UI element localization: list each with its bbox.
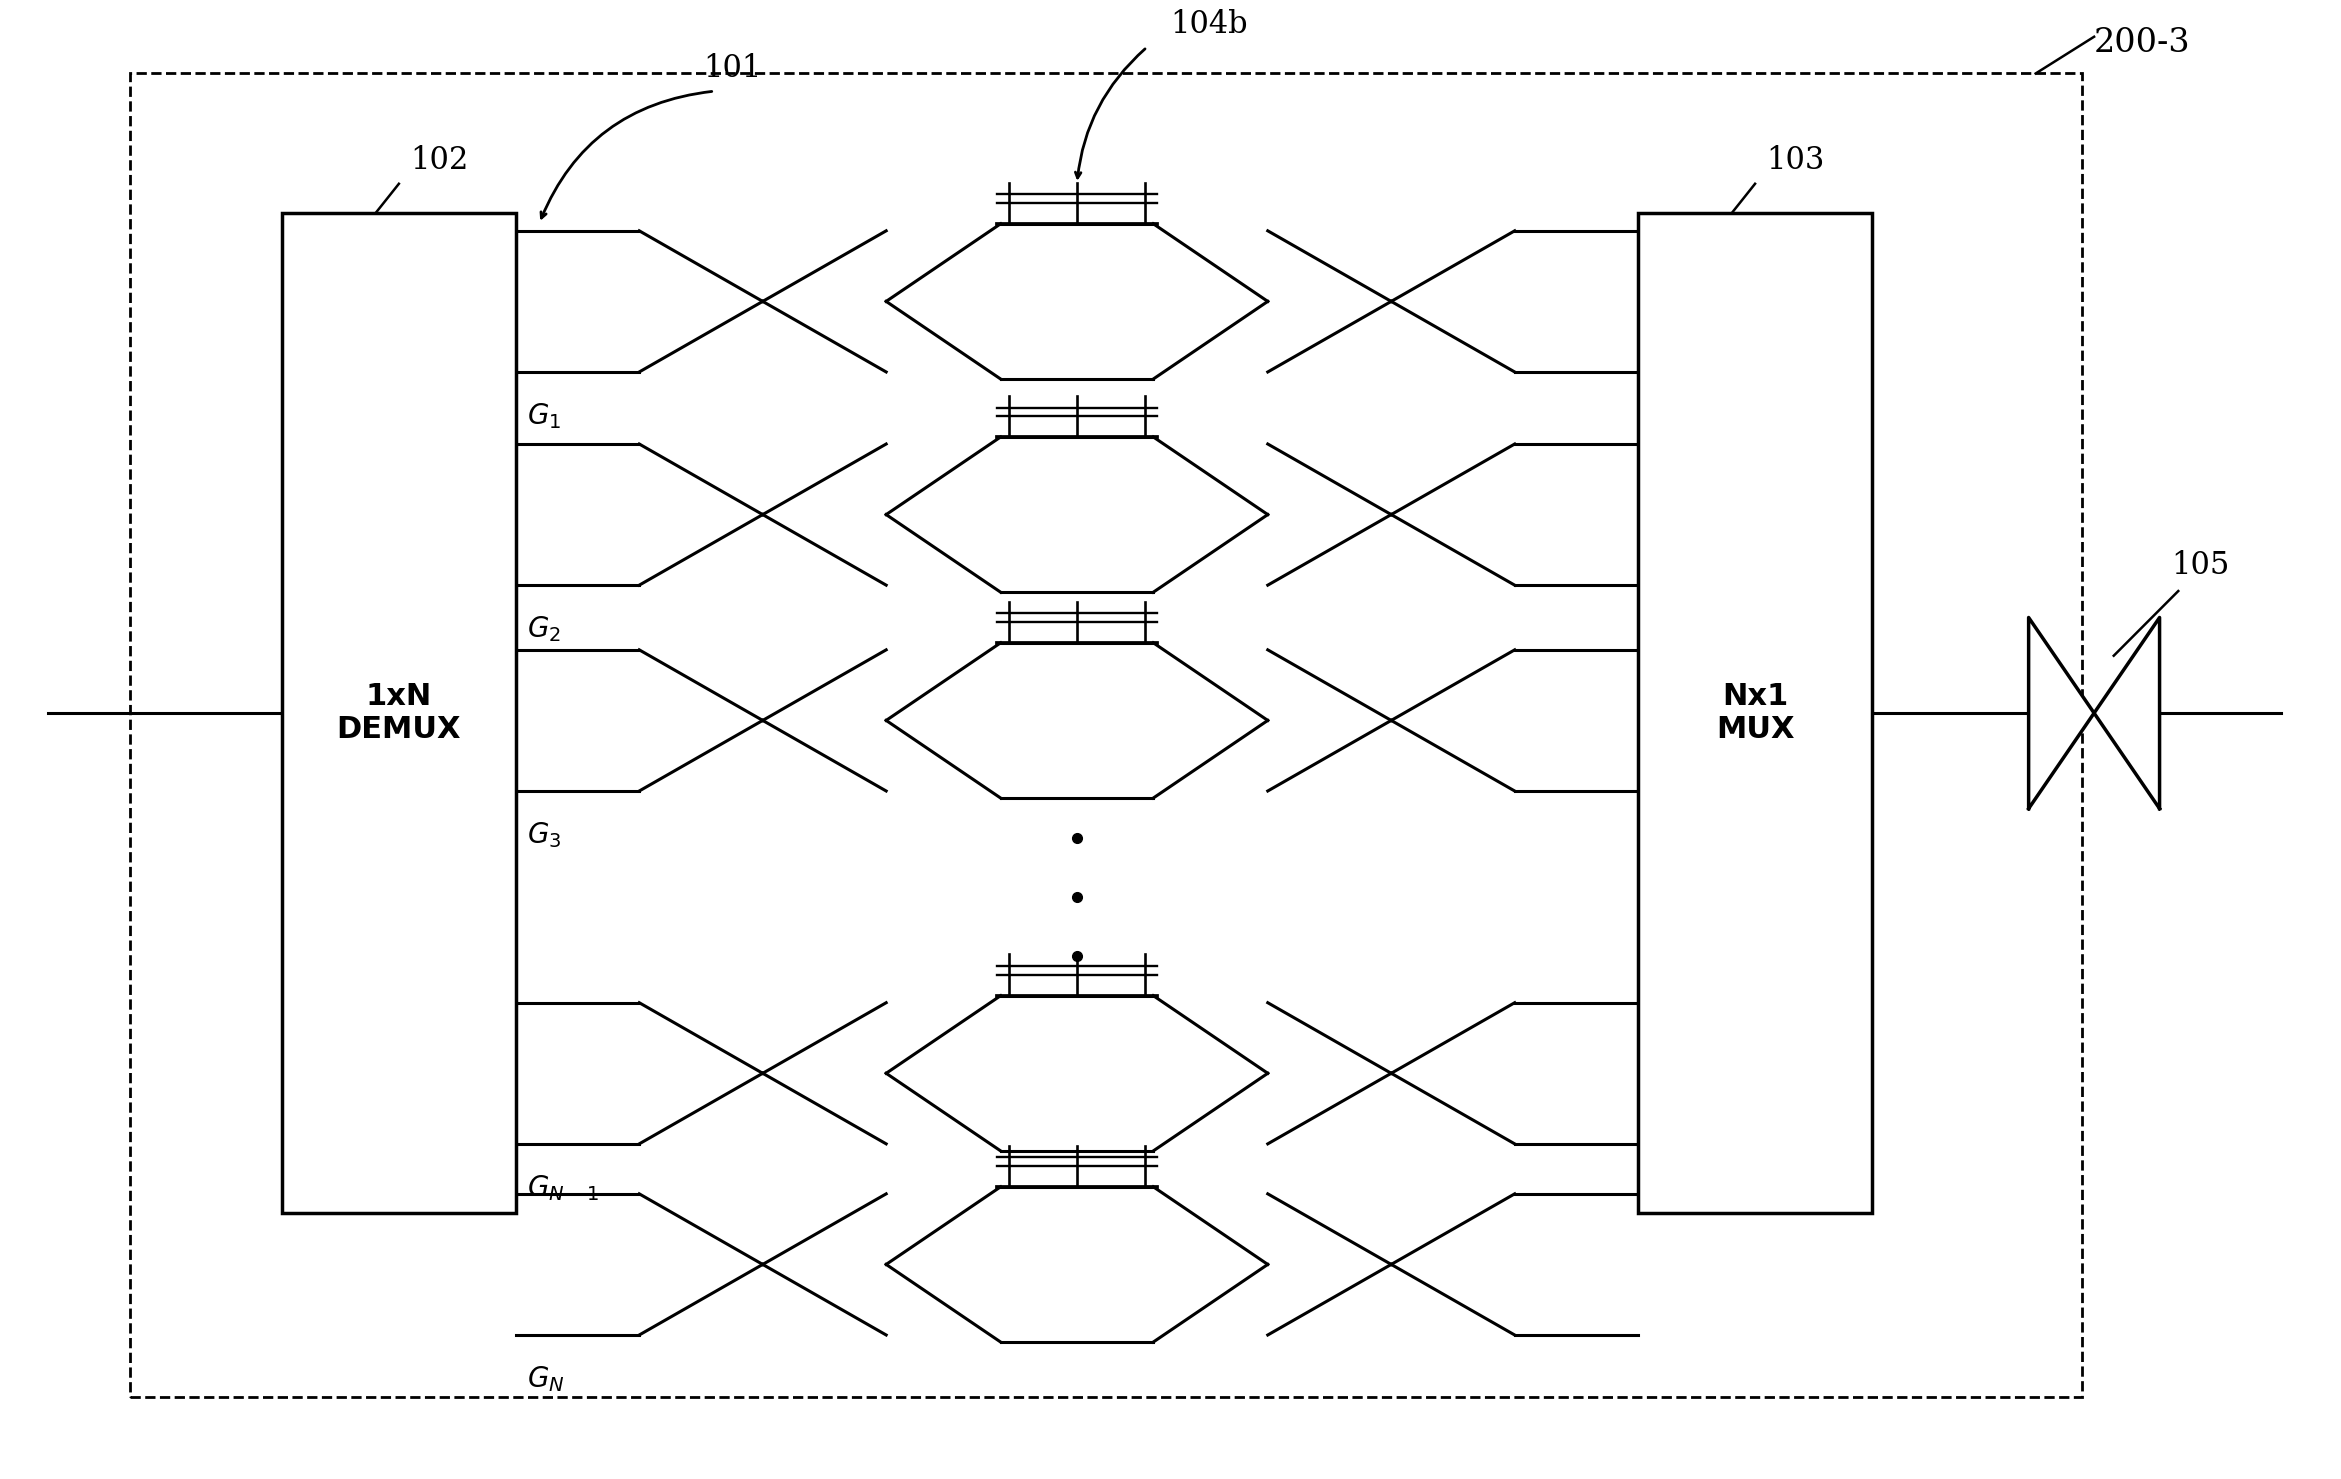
Text: Nx1
MUX: Nx1 MUX [1716, 682, 1793, 744]
Text: 101: 101 [702, 53, 761, 84]
Bar [281, 213, 515, 1213]
Text: 102: 102 [410, 145, 468, 176]
Text: 104b: 104b [1170, 9, 1248, 40]
Text: $G_{N-1}$: $G_{N-1}$ [527, 1173, 599, 1202]
Text: 103: 103 [1767, 145, 1826, 176]
Text: $G_3$: $G_3$ [527, 821, 562, 850]
Text: $G_1$: $G_1$ [527, 401, 562, 432]
Polygon shape [2095, 618, 2158, 809]
Bar [1639, 213, 1873, 1213]
Text: 1xN
DEMUX: 1xN DEMUX [337, 682, 461, 744]
Polygon shape [2030, 618, 2095, 809]
Text: $G_2$: $G_2$ [527, 615, 562, 645]
Text: $G_N$: $G_N$ [527, 1365, 564, 1395]
Text: 105: 105 [2170, 550, 2229, 581]
Text: 200-3: 200-3 [2095, 27, 2191, 59]
